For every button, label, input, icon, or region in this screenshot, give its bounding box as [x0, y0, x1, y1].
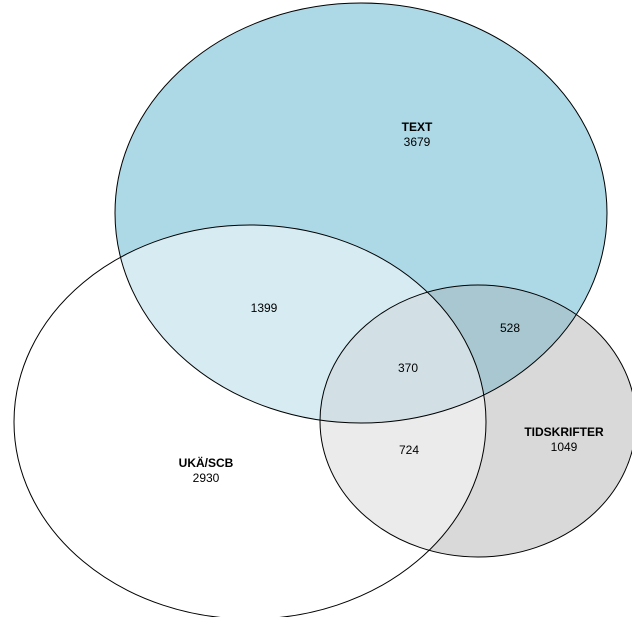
value-all-three: 370 [398, 361, 418, 375]
outline-uka-scb [13, 224, 487, 617]
outline-text [114, 2, 608, 424]
value-uka-tidskrifter: 724 [399, 443, 419, 457]
label-uka-scb-total: 2930 [193, 471, 220, 485]
outline-tidskrifter [319, 284, 632, 558]
value-text-uka: 1399 [251, 301, 278, 315]
label-tidskrifter-name: TIDSKRIFTER [524, 425, 604, 439]
label-tidskrifter-total: 1049 [551, 440, 578, 454]
region-text-tidskrifter [320, 285, 607, 423]
label-text-name: TEXT [402, 120, 433, 134]
label-uka-scb-name: UKÄ/SCB [179, 455, 234, 470]
label-text-total: 3679 [404, 135, 431, 149]
value-text-tidskrifter: 528 [500, 321, 520, 335]
